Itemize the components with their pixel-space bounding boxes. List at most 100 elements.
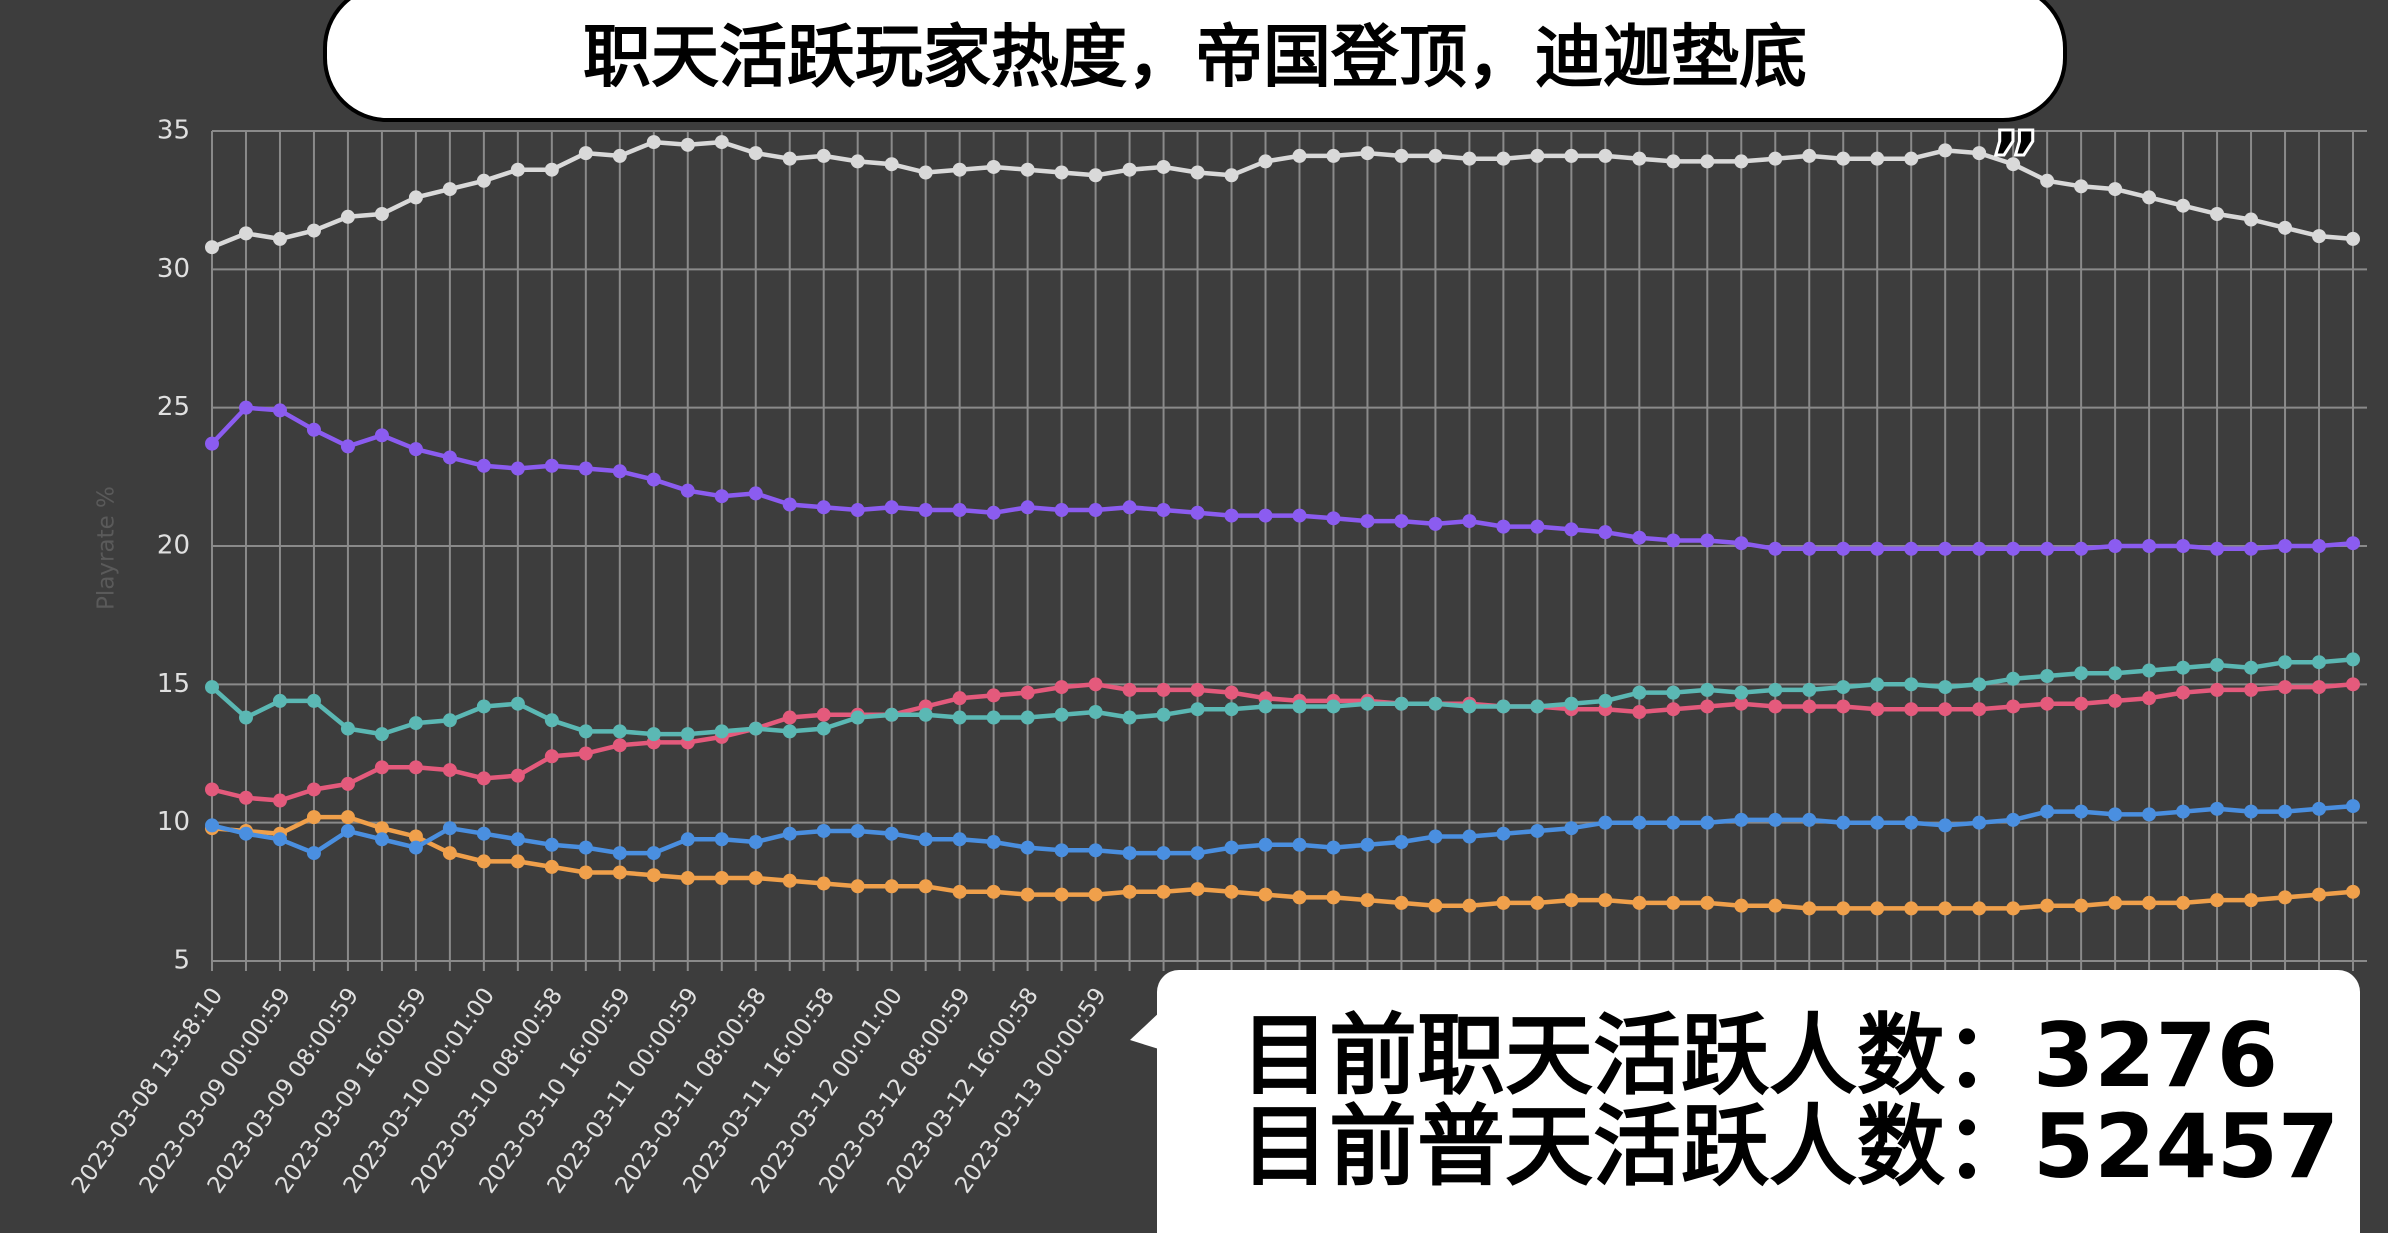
data-point xyxy=(1088,677,1103,692)
data-point xyxy=(1462,829,1477,844)
y-axis-title: Playrate % xyxy=(94,486,120,610)
data-point xyxy=(680,832,695,847)
data-point xyxy=(1190,682,1205,697)
data-point xyxy=(2176,660,2191,675)
data-point xyxy=(238,790,253,805)
series-line xyxy=(211,139,2354,250)
callout-pointer xyxy=(1130,1010,1162,1050)
data-point xyxy=(1224,702,1239,717)
data-point xyxy=(1870,901,1885,916)
data-point xyxy=(714,724,729,739)
data-point xyxy=(340,810,355,825)
data-point xyxy=(2312,887,2327,902)
data-point xyxy=(1972,146,1987,161)
data-point xyxy=(1938,818,1953,833)
data-point xyxy=(952,162,967,177)
data-point xyxy=(918,503,933,518)
data-point xyxy=(646,846,661,861)
data-point xyxy=(1360,146,1375,161)
data-point xyxy=(1632,705,1647,719)
chart-title: 职天活跃玩家热度，帝国登顶，迪迦垫底 xyxy=(583,19,1807,98)
data-point xyxy=(2244,212,2259,227)
data-point xyxy=(714,489,729,504)
data-point xyxy=(1938,143,1953,158)
data-point xyxy=(306,693,321,708)
data-point xyxy=(1224,840,1239,855)
data-point xyxy=(476,771,491,786)
data-point xyxy=(986,710,1001,725)
data-point xyxy=(1768,699,1783,714)
series-line xyxy=(211,682,2354,803)
data-point xyxy=(2312,229,2327,244)
data-point xyxy=(2278,539,2293,553)
data-point xyxy=(2244,541,2259,556)
data-point xyxy=(306,782,321,797)
data-point xyxy=(1598,148,1613,163)
data-point xyxy=(1530,519,1545,534)
data-point xyxy=(238,400,253,415)
data-point xyxy=(1462,514,1477,529)
title-bubble xyxy=(323,0,2067,122)
data-point xyxy=(2278,220,2293,235)
data-point xyxy=(2346,231,2360,246)
data-point xyxy=(1190,846,1205,861)
data-point xyxy=(884,500,899,515)
data-point xyxy=(748,721,763,736)
data-point xyxy=(1020,887,1035,902)
data-point xyxy=(2346,536,2360,551)
data-point xyxy=(884,879,899,894)
data-point xyxy=(408,442,423,457)
data-point xyxy=(1122,884,1137,899)
data-point xyxy=(306,810,321,825)
data-point xyxy=(646,727,661,742)
data-point xyxy=(340,721,355,736)
data-point xyxy=(476,458,491,473)
data-point xyxy=(1768,682,1783,697)
data-point xyxy=(442,450,457,465)
data-point xyxy=(1054,680,1069,695)
data-point xyxy=(1190,505,1205,520)
data-point xyxy=(205,436,219,451)
data-point xyxy=(782,724,797,739)
data-point xyxy=(2278,655,2293,670)
data-point xyxy=(1054,165,1069,180)
data-point xyxy=(2312,655,2327,670)
data-point xyxy=(1530,148,1545,163)
data-point xyxy=(2346,652,2360,667)
data-point xyxy=(2074,666,2089,681)
data-point xyxy=(1598,815,1613,830)
data-point xyxy=(205,782,219,797)
data-point xyxy=(1360,514,1375,529)
data-point xyxy=(1054,887,1069,902)
data-point xyxy=(612,846,627,861)
data-point xyxy=(2244,660,2259,675)
data-point xyxy=(1564,696,1579,711)
data-point xyxy=(782,710,797,725)
data-point xyxy=(986,884,1001,899)
data-point xyxy=(952,884,967,899)
data-point xyxy=(850,154,865,169)
data-point xyxy=(986,505,1001,520)
data-point xyxy=(374,727,389,742)
data-point xyxy=(2346,799,2360,814)
data-point xyxy=(884,707,899,722)
data-point xyxy=(1088,843,1103,858)
data-point xyxy=(544,859,559,874)
data-point xyxy=(952,503,967,518)
data-point xyxy=(2108,693,2123,708)
data-point xyxy=(1564,522,1579,537)
data-point xyxy=(2278,680,2293,695)
data-point xyxy=(2346,884,2360,899)
data-point xyxy=(272,403,287,418)
data-point xyxy=(1768,541,1783,556)
data-point xyxy=(1156,884,1171,899)
data-point xyxy=(1122,846,1137,861)
data-point xyxy=(1088,887,1103,902)
data-point xyxy=(2210,682,2225,697)
data-point xyxy=(1326,890,1341,905)
data-point xyxy=(2108,182,2123,197)
data-point xyxy=(272,231,287,246)
data-point xyxy=(544,713,559,728)
data-point xyxy=(1360,837,1375,852)
data-point xyxy=(1122,500,1137,515)
